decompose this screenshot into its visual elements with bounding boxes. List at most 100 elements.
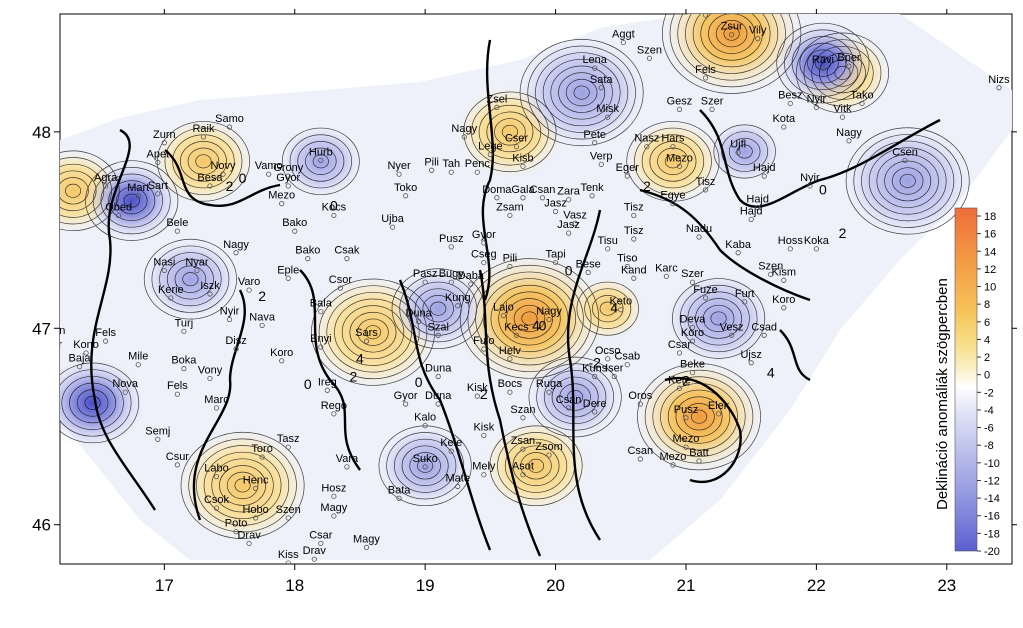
contour-line	[803, 39, 882, 107]
place-label: Nyar	[185, 256, 209, 268]
place-marker	[103, 338, 109, 344]
contour-line	[702, 304, 735, 333]
place-label: Vesz	[720, 321, 744, 333]
contour-value-label: 4	[610, 300, 618, 316]
place-label: Szen	[758, 260, 783, 272]
place-label: Misk	[596, 103, 619, 115]
place-label: Csar	[668, 339, 692, 351]
contour-value-label: 4	[532, 317, 540, 333]
place-marker	[742, 299, 748, 305]
place-label: Agra	[94, 172, 118, 184]
place-marker	[494, 104, 500, 110]
place-label: Labo	[204, 463, 228, 475]
place-label: Hajd	[740, 205, 763, 217]
place-label: Csan	[556, 394, 582, 406]
place-marker	[781, 277, 787, 283]
place-label: Kerie	[158, 284, 184, 296]
place-marker	[135, 193, 141, 199]
place-label: Pasz	[413, 268, 437, 280]
place-marker	[539, 195, 546, 201]
place-marker	[696, 458, 702, 464]
anomaly-blob	[573, 278, 643, 339]
contour-value-label: 2	[839, 225, 847, 241]
contour-line	[394, 438, 457, 493]
place-marker	[331, 212, 337, 219]
place-marker	[592, 140, 598, 146]
place-label: Gyor	[394, 390, 418, 402]
place-marker	[676, 350, 683, 356]
place-marker	[311, 556, 317, 562]
colorbar-title: Deklináció anomáliák szögpercben	[934, 278, 951, 510]
place-marker	[331, 513, 337, 519]
place-marker	[670, 144, 676, 150]
contour-line	[675, 396, 723, 437]
x-tick-label: 23	[937, 576, 956, 595]
place-marker	[161, 140, 167, 146]
contour-line	[100, 173, 163, 228]
place-marker	[807, 183, 813, 189]
place-marker	[181, 366, 187, 372]
place-marker	[318, 344, 324, 350]
colorbar-tick-label: -6	[984, 423, 994, 435]
place-label: Iser	[605, 363, 624, 375]
place-marker	[513, 332, 520, 338]
place-label: Szer	[681, 268, 704, 280]
contour-line	[386, 432, 465, 500]
place-label: Karc	[655, 262, 678, 274]
place-label: Elek	[708, 400, 730, 412]
contour-line	[657, 147, 689, 175]
y-tick-label: 48	[32, 123, 51, 142]
contour-value-label: 4	[767, 364, 775, 380]
place-label: Helv	[499, 345, 522, 357]
place-label: Ujba	[381, 213, 405, 225]
place-label: Fels	[695, 64, 716, 76]
contour-value-label: 0	[565, 262, 573, 278]
anomaly-blob	[155, 119, 252, 204]
y-tick-label: 47	[32, 319, 51, 338]
contour-line	[417, 458, 434, 473]
place-marker	[135, 362, 141, 368]
place-label: Nova	[112, 378, 139, 390]
place-label: Szen	[276, 504, 301, 516]
contour-line	[715, 19, 748, 48]
contour-value-label: 4	[356, 351, 364, 367]
place-marker	[344, 256, 350, 262]
anomaly-blob	[774, 21, 872, 106]
place-label: Pusz	[439, 233, 463, 245]
anomaly-blob	[626, 121, 719, 202]
contour-line	[399, 275, 478, 343]
contour-line	[195, 154, 212, 169]
place-label: Fels	[95, 327, 116, 339]
contour-line	[60, 177, 89, 205]
contour-line	[211, 458, 274, 513]
contour-line	[318, 285, 428, 380]
contour-line	[520, 452, 552, 480]
place-label: Suko	[413, 453, 438, 465]
contour-line	[664, 154, 681, 169]
place-marker	[813, 246, 819, 252]
contour-line	[226, 471, 259, 500]
place-marker	[689, 338, 696, 344]
place-label: Toro	[251, 443, 272, 455]
zero-contour	[481, 39, 495, 301]
contour-line	[64, 183, 82, 198]
place-marker	[552, 259, 559, 266]
place-marker	[820, 65, 826, 71]
place-label: Tisz	[696, 176, 716, 188]
place-marker	[631, 236, 637, 242]
place-label: Bako	[295, 245, 320, 257]
place-marker	[702, 14, 709, 18]
contour-line	[166, 258, 214, 300]
place-label: Nyir	[800, 172, 820, 184]
anomaly-blob	[379, 425, 472, 506]
place-label: Kung	[445, 292, 471, 304]
place-label: Duna	[405, 308, 432, 320]
colorbar-tick-label: 2	[984, 352, 990, 364]
place-label: Drav	[237, 529, 261, 541]
place-label: Bele	[166, 217, 188, 229]
contour-line	[899, 173, 916, 188]
place-label: Cser	[505, 133, 529, 145]
place-label: Lena	[582, 54, 607, 66]
place-marker	[76, 364, 83, 370]
place-label: Tenk	[580, 182, 604, 194]
